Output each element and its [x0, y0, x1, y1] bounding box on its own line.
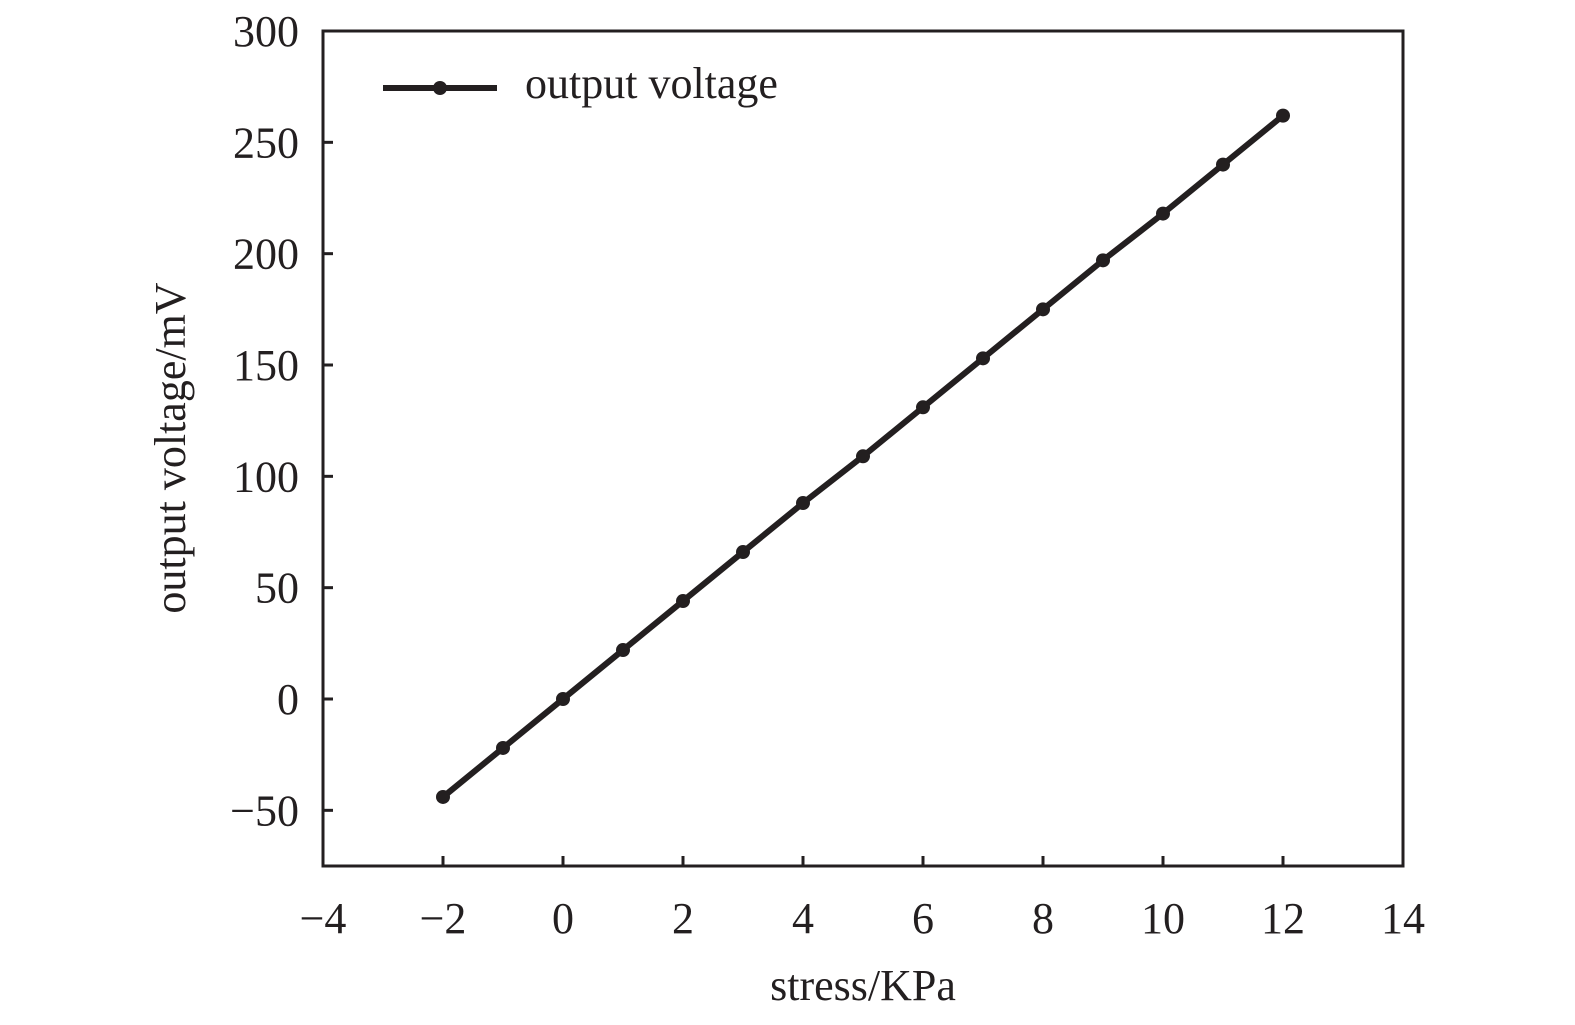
legend-label: output voltage — [525, 59, 778, 108]
x-tick-label: −2 — [420, 894, 467, 943]
data-point — [796, 496, 810, 511]
data-point — [616, 643, 630, 658]
x-tick-label: 6 — [912, 894, 934, 943]
data-point — [1276, 108, 1290, 123]
x-axis-ticks: −4 −2 0 2 4 6 8 10 12 14 — [300, 856, 1425, 943]
x-axis-title: stress/KPa — [770, 961, 956, 1010]
y-tick-label: 200 — [233, 230, 299, 279]
data-point — [1156, 206, 1170, 221]
x-tick-label: −4 — [300, 894, 347, 943]
x-tick-label: 8 — [1032, 894, 1054, 943]
data-point — [1216, 157, 1230, 172]
x-tick-label: 14 — [1381, 894, 1425, 943]
y-tick-label: −50 — [230, 786, 299, 835]
plot-area-frame — [321, 29, 1405, 868]
data-point — [856, 449, 870, 464]
data-point — [676, 594, 690, 609]
data-point — [1036, 302, 1050, 317]
y-tick-label: 50 — [255, 564, 299, 613]
data-point — [736, 545, 750, 560]
x-tick-label: 12 — [1261, 894, 1305, 943]
legend-marker-swatch — [433, 81, 447, 95]
y-axis-ticks: −50 0 50 100 150 200 250 300 — [230, 7, 333, 835]
data-point — [436, 789, 450, 804]
data-point — [496, 740, 510, 755]
y-tick-label: 100 — [233, 452, 299, 501]
x-tick-label: 4 — [792, 894, 814, 943]
x-tick-label: 2 — [672, 894, 694, 943]
data-point — [1096, 253, 1110, 268]
y-tick-label: 150 — [233, 341, 299, 390]
data-point — [916, 400, 930, 415]
y-tick-label: 250 — [233, 118, 299, 167]
y-tick-label: 0 — [277, 675, 299, 724]
x-tick-label: 0 — [552, 894, 574, 943]
x-tick-label: 10 — [1141, 894, 1185, 943]
data-point — [976, 351, 990, 366]
series-layer — [436, 108, 1290, 804]
y-axis-title: output voltage/mV — [146, 282, 195, 613]
legend: output voltage — [383, 59, 778, 108]
y-tick-label: 300 — [233, 7, 299, 56]
data-point — [556, 692, 570, 706]
